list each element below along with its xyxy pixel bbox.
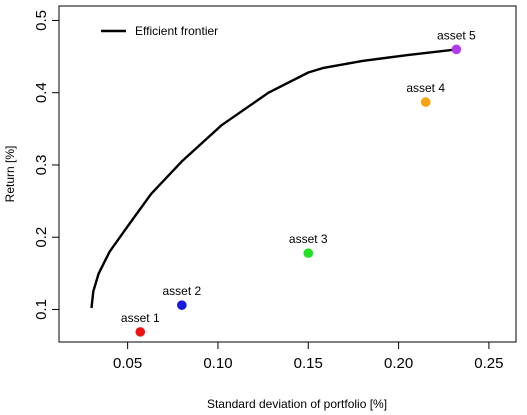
x-tick-label: 0.20 bbox=[384, 355, 413, 372]
asset-label-1: asset 1 bbox=[121, 311, 160, 325]
efficient-frontier-line bbox=[90, 48, 457, 309]
asset-point-3 bbox=[303, 248, 314, 258]
x-tick-label: 0.15 bbox=[294, 355, 323, 372]
x-tick-label: 0.05 bbox=[113, 355, 142, 372]
x-axis-title: Standard deviation of portfolio [%] bbox=[207, 397, 387, 411]
asset-label-3: asset 3 bbox=[289, 232, 328, 246]
asset-label-5: asset 5 bbox=[437, 28, 476, 42]
y-tick-label: 0.2 bbox=[33, 227, 50, 248]
asset-point-1 bbox=[135, 327, 146, 337]
asset-label-2: asset 2 bbox=[162, 284, 201, 298]
legend-label: Efficient frontier bbox=[135, 24, 218, 38]
y-tick-label: 0.1 bbox=[33, 299, 50, 320]
plot-frame bbox=[58, 5, 517, 343]
asset-point-2 bbox=[177, 300, 187, 310]
x-axis: 0.05 0.10 0.15 0.20 0.25 bbox=[113, 342, 504, 372]
x-tick-label: 0.10 bbox=[203, 355, 232, 372]
asset-point-4 bbox=[420, 97, 431, 107]
y-axis: 0.1 0.2 0.3 0.4 0.5 bbox=[33, 10, 59, 320]
asset-point-5 bbox=[451, 44, 462, 55]
y-tick-label: 0.3 bbox=[33, 155, 50, 176]
legend: Efficient frontier bbox=[101, 24, 218, 38]
y-tick-label: 0.5 bbox=[33, 10, 50, 31]
y-tick-label: 0.4 bbox=[33, 82, 50, 103]
x-tick-label: 0.25 bbox=[474, 355, 503, 372]
asset-label-4: asset 4 bbox=[406, 81, 445, 95]
y-axis-title: Return [%] bbox=[3, 146, 17, 203]
